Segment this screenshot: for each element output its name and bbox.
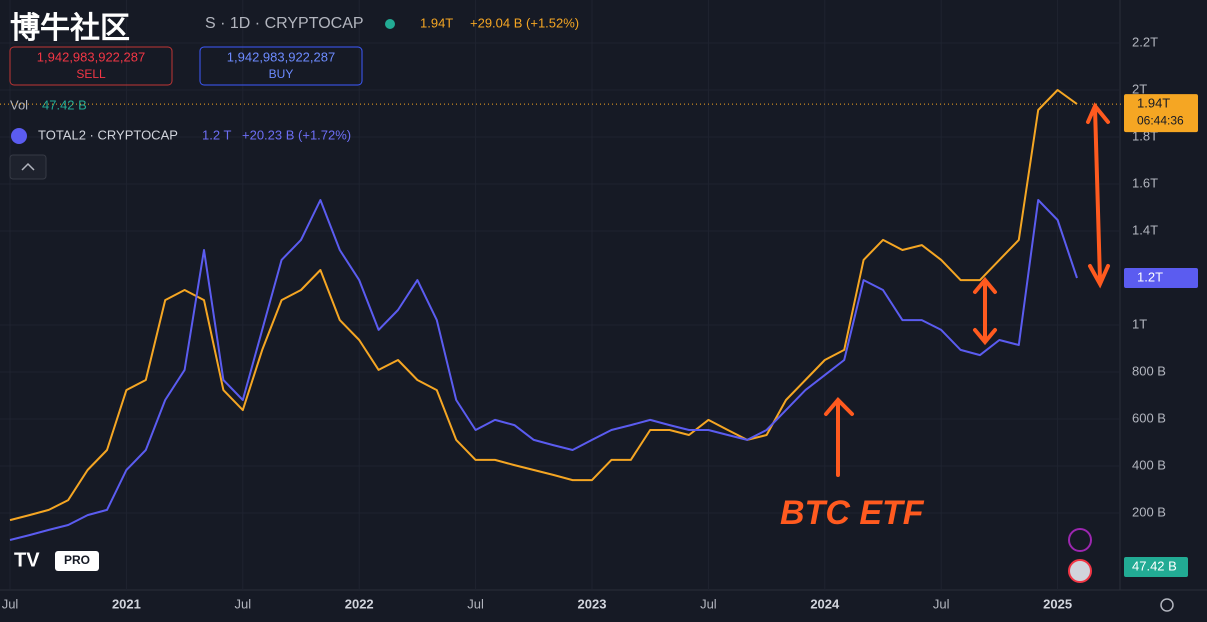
y-tick-label: 400 B (1132, 457, 1166, 472)
price-label: 1.2T (1137, 269, 1163, 284)
buy-price: 1,942,983,922,287 (227, 49, 335, 64)
event-icon (1068, 559, 1092, 583)
x-tick-label: Jul (933, 596, 950, 611)
plot (9, 89, 1078, 541)
y-tick-label: 1T (1132, 316, 1147, 331)
annotation-arrow (973, 276, 997, 346)
y-tick-label: 2.2T (1132, 34, 1158, 49)
status-dot (385, 19, 395, 29)
overlay-change: +20.23 B (+1.72%) (242, 127, 351, 142)
sell-button[interactable] (9, 46, 173, 86)
volume-label: Vol (10, 97, 28, 112)
y-tick-label: 2T (1132, 81, 1147, 96)
series-line (9, 199, 1078, 541)
x-tick-label: 2021 (112, 596, 141, 611)
x-tick-label: 2022 (345, 596, 374, 611)
y-tick-label: 1.6T (1132, 175, 1158, 190)
x-tick-label: Jul (234, 596, 251, 611)
x-tick-label: Jul (700, 596, 717, 611)
y-tick-label: 1.8T (1132, 128, 1158, 143)
x-tick-label: Jul (467, 596, 484, 611)
overlay-symbol: TOTAL2 · CRYPTOCAP (38, 127, 178, 142)
symbol: S · 1D · CRYPTOCAP (205, 15, 364, 32)
annotation-arrow (824, 397, 854, 477)
watermark: 博牛社区 (10, 12, 130, 45)
logo-text: PRO (64, 553, 90, 567)
x-tick-label: 2023 (578, 596, 607, 611)
overlay-price: 1.2 T (202, 127, 231, 142)
y-tick-label: 600 B (1132, 410, 1166, 425)
y-tick-label: 800 B (1132, 363, 1166, 378)
x-tick-label: 2024 (810, 596, 840, 611)
sell-price: 1,942,983,922,287 (37, 49, 145, 64)
settings-icon[interactable] (1160, 598, 1174, 612)
y-tick-label: 200 B (1132, 504, 1166, 519)
overlay-icon (11, 128, 27, 144)
annotation: BTC ETF (780, 494, 925, 532)
volume-axis-label: 47.42 B (1132, 558, 1177, 573)
buy-label: BUY (269, 67, 294, 81)
x-tick-label: 2025 (1043, 596, 1072, 611)
price-label-bg (1124, 94, 1198, 133)
logo-badge (55, 551, 99, 571)
volume-label-bg (1124, 557, 1188, 577)
series-line (9, 89, 1078, 522)
collapse-icon (21, 162, 35, 171)
annotation-arrow (1086, 102, 1110, 289)
x-tick-label: Jul (2, 596, 19, 611)
sell-label: SELL (76, 67, 106, 81)
tv-logo: TV (14, 549, 40, 571)
grid (0, 0, 1120, 590)
price-label: 1.94T (1137, 96, 1170, 111)
collapse-button[interactable] (9, 154, 47, 180)
event-icon (1068, 528, 1092, 552)
header-change: +29.04 B (+1.52%) (470, 15, 579, 30)
header-price: 1.94T (420, 15, 453, 30)
price-label-bg (1124, 268, 1198, 289)
countdown: 06:44:36 (1137, 113, 1184, 127)
buy-button[interactable] (199, 46, 363, 86)
y-tick-label: 1.4T (1132, 222, 1158, 237)
volume-value: 47.42 B (42, 97, 87, 112)
